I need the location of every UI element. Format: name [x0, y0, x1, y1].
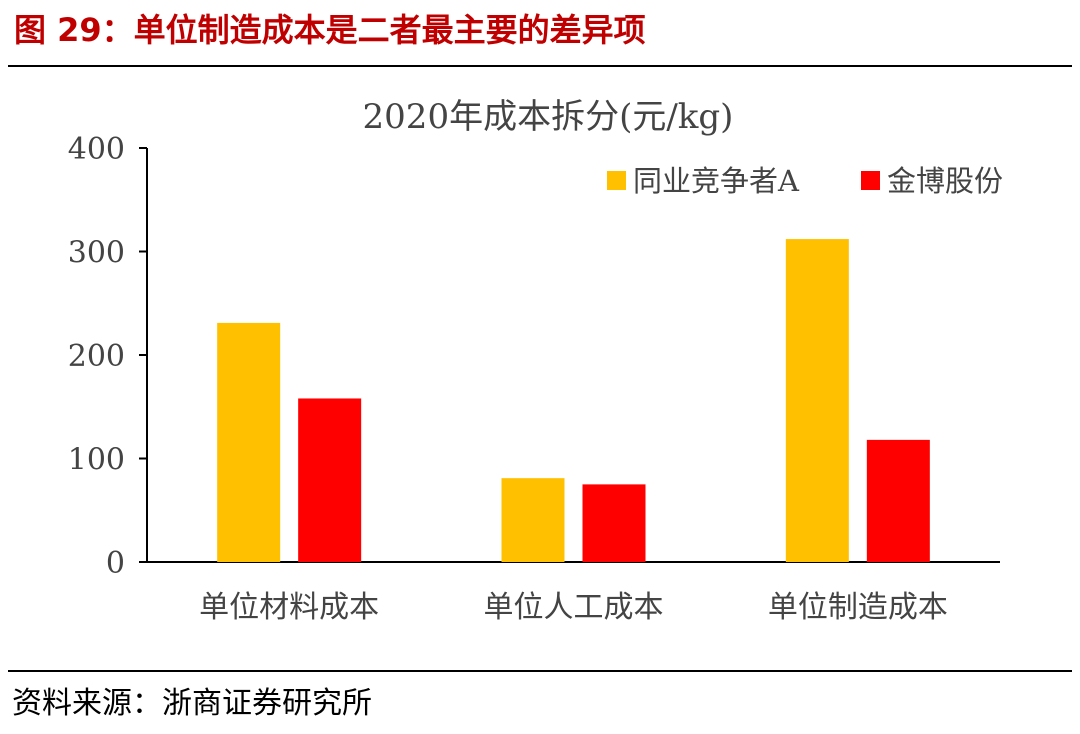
axes: 0 100 200 300 400 单位材料成本 单位人工成本 单位制造成本	[68, 132, 1000, 625]
y-tick-label: 100	[68, 443, 125, 478]
bar-chart: 2020年成本拆分(元/kg) 0 100 200 300 400 单位材料成本 单位人工成…	[68, 97, 1003, 625]
bottom-divider	[8, 670, 1072, 672]
bar-kingbo-0	[298, 398, 362, 562]
bar-kingbo-1	[582, 484, 646, 562]
bar-competitor-a-2	[785, 239, 849, 562]
x-tick-label: 单位人工成本	[484, 590, 664, 625]
x-tick-label: 单位材料成本	[199, 590, 379, 625]
bar-kingbo-2	[866, 439, 930, 562]
y-tick-label: 400	[68, 132, 125, 167]
y-tick-label: 300	[68, 236, 125, 271]
legend-label: 同业竞争者A	[633, 164, 800, 198]
legend-label: 金博股份	[887, 164, 1003, 198]
legend: 同业竞争者A 金博股份	[607, 164, 1003, 198]
x-tick-label: 单位制造成本	[768, 590, 948, 625]
top-divider	[8, 65, 1072, 67]
source-note: 资料来源：浙商证券研究所	[12, 686, 372, 721]
y-tick-label: 200	[68, 339, 125, 374]
chart-title: 2020年成本拆分(元/kg)	[363, 97, 734, 137]
legend-swatch	[607, 171, 626, 190]
figure-title: 图 29：单位制造成本是二者最主要的差异项	[14, 11, 646, 49]
bar-competitor-a-0	[217, 322, 281, 562]
y-tick-label: 0	[106, 546, 125, 581]
legend-swatch	[861, 171, 880, 190]
bars	[217, 239, 930, 562]
bar-competitor-a-1	[501, 478, 565, 562]
